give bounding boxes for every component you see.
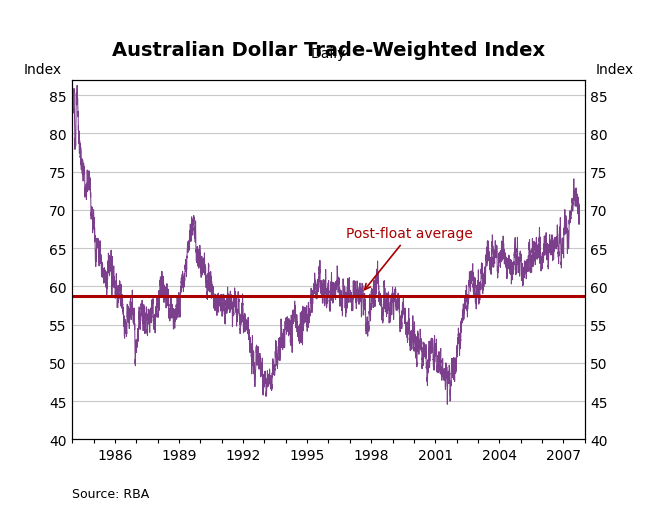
Text: Source: RBA: Source: RBA	[72, 487, 150, 500]
Text: Post-float average: Post-float average	[346, 227, 473, 290]
Text: Daily: Daily	[311, 47, 346, 61]
Title: Australian Dollar Trade-Weighted Index: Australian Dollar Trade-Weighted Index	[112, 41, 545, 60]
Text: Index: Index	[595, 63, 633, 77]
Text: Index: Index	[24, 63, 62, 77]
